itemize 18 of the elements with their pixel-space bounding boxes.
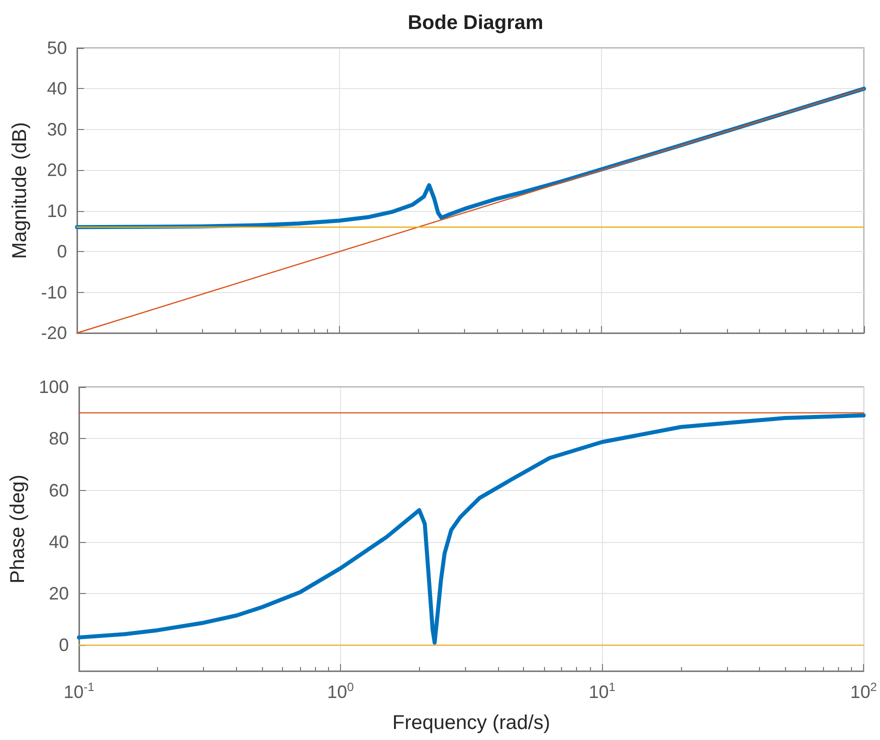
y-tick-label: -20 [40, 323, 67, 343]
y-tick-label: 30 [46, 119, 67, 140]
y-tick-label: 50 [46, 38, 67, 58]
y-tick-label: 80 [48, 428, 69, 449]
y-tick-label: 20 [46, 160, 67, 180]
y-tick-label: 10 [46, 200, 67, 221]
chart-title: Bode Diagram [408, 12, 544, 34]
x-axis-title: Frequency (rad/s) [392, 712, 550, 734]
y-tick-label: 40 [46, 78, 67, 99]
y-tick-label: -10 [40, 282, 67, 302]
y-tick-label: 0 [56, 242, 67, 262]
y-tick-label: 20 [48, 584, 69, 604]
y-tick-label: 40 [48, 532, 69, 552]
y-tick-label: 60 [48, 480, 69, 500]
y-tick-label: 100 [38, 377, 69, 397]
y-axis-title: Magnitude (dB) [9, 122, 32, 259]
y-tick-label: 0 [58, 635, 69, 656]
y-axis-title: Phase (deg) [7, 474, 29, 584]
